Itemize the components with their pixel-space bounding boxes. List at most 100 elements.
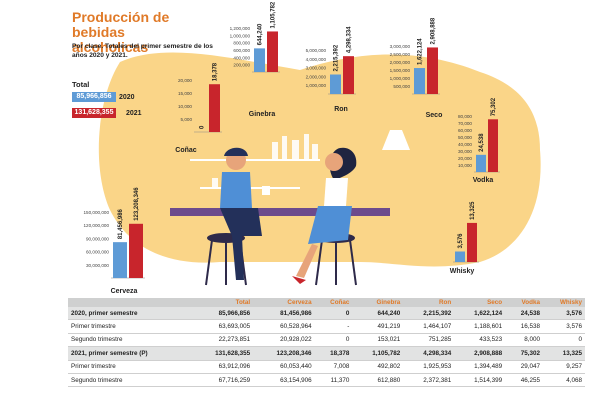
- table-cell: 22,273,851: [191, 333, 254, 348]
- background-dot: [454, 172, 482, 200]
- ron-value-label-2020: 2,215,392: [334, 44, 340, 71]
- vodka-ytick: 80,000: [458, 114, 472, 119]
- conac-value-label-2020: 0: [200, 125, 206, 129]
- table-cell: 644,240: [352, 307, 404, 321]
- table-cell: 0: [314, 307, 353, 321]
- conac-category-label: Coñac: [175, 147, 197, 154]
- table-cell: 29,047: [505, 360, 543, 374]
- seco-bar-2020: [414, 68, 425, 94]
- vodka-ytick: 30,000: [458, 149, 472, 154]
- cerveza-value-label-2020: 81,456,986: [118, 208, 124, 239]
- table-cell: 75,302: [505, 346, 543, 361]
- table-cell: 63,154,906: [253, 373, 315, 388]
- table-cell: 13,325: [542, 346, 585, 361]
- woman-figure: [292, 147, 357, 284]
- table-cell: 2,908,888: [454, 346, 506, 361]
- table-cell: 3,576: [542, 307, 585, 321]
- seco-category-label: Seco: [426, 112, 443, 119]
- seco-ytick: 1,000,000: [390, 76, 411, 81]
- table-cell: 60,053,440: [253, 360, 315, 374]
- table-cell: 0: [314, 333, 353, 348]
- table-cell: 16,538: [505, 319, 543, 334]
- table-cell: 1,105,782: [352, 346, 404, 361]
- row-label-cell: Segundo trimestre: [68, 373, 192, 388]
- ron-value-label-2021: 4,298,334: [347, 26, 353, 53]
- table-cell: 1,925,953: [403, 360, 455, 374]
- whisky-category-label: Whisky: [450, 268, 475, 275]
- seco-value-label-2021: 2,908,888: [431, 17, 437, 44]
- vodka-category-label: Vodka: [473, 177, 494, 184]
- ron-ytick: 1,000,000: [306, 83, 327, 88]
- ginebra-value-label-2020: 644,240: [258, 23, 264, 45]
- ron-ytick: 5,000,000: [306, 48, 327, 53]
- table-header-cell: Total: [191, 298, 254, 307]
- cerveza-category-label: Cerveza: [111, 288, 138, 295]
- seco-ytick: 500,000: [393, 84, 410, 89]
- cerveza-value-label-2021: 123,208,346: [134, 187, 140, 221]
- table-cell: 1,514,399: [454, 373, 506, 388]
- conac-bar-2021: [209, 84, 220, 132]
- vodka-ytick: 40,000: [458, 142, 472, 147]
- ginebra-bar-2020: [254, 48, 265, 72]
- seco-ytick: 3,000,000: [390, 44, 411, 49]
- table-cell: 1,622,124: [454, 307, 506, 321]
- bar-counter: [170, 208, 390, 216]
- table-cell: 7,008: [314, 360, 353, 374]
- ginebra-ytick: 200,000: [233, 63, 250, 68]
- ginebra-ytick: 1,000,000: [230, 33, 251, 38]
- ginebra-ytick: 600,000: [233, 48, 250, 53]
- vodka-bar-2020: [476, 154, 486, 172]
- table-cell: 4,068: [542, 373, 585, 388]
- table-cell: 751,285: [403, 333, 455, 348]
- table-header-cell: [68, 298, 192, 307]
- infographic-title: Producción de bebidas alcoholicas: [72, 9, 170, 55]
- man-figure: [220, 147, 270, 280]
- table-cell: 492,802: [352, 360, 404, 374]
- table-body: 2020, primer semestre 85,966,856 81,456,98…: [68, 307, 585, 388]
- table-header-cell: Seco: [454, 298, 506, 307]
- table-cell: 9,257: [542, 360, 585, 374]
- table-cell: 20,928,022: [253, 333, 315, 348]
- table-cell: 433,523: [454, 333, 506, 348]
- vodka-ytick: 50,000: [458, 135, 472, 140]
- table-cell: 3,576: [542, 319, 585, 334]
- table-cell: 4,298,334: [403, 346, 455, 361]
- table-cell: 123,208,346: [253, 346, 315, 361]
- table-cell: 63,693,005: [191, 319, 254, 334]
- total-2021-badge: 131,628,355: [72, 108, 116, 118]
- vodka-value-label-2021: 75,302: [491, 97, 497, 116]
- table-header-row: Total Cerveza Coñac Ginebra Ron Seco Vodka Whis…: [68, 298, 585, 307]
- ron-bar-2020: [330, 74, 341, 94]
- row-label-cell: Primer trimestre: [68, 360, 192, 374]
- table-cell: 85,966,856: [191, 307, 254, 321]
- year-2020-label: 2020: [119, 94, 135, 101]
- seco-value-label-2020: 1,622,124: [418, 38, 424, 65]
- cerveza-ytick: 150,000,000: [83, 210, 109, 215]
- conac-ytick: 20,000: [178, 78, 192, 83]
- table-cell: 153,021: [352, 333, 404, 348]
- vodka-value-label-2020: 24,538: [479, 133, 485, 152]
- whisky-value-label-2020: 3,576: [458, 233, 464, 249]
- conac-ytick: 5,000: [181, 117, 193, 122]
- data-table: Total Cerveza Coñac Ginebra Ron Seco Vodka Whis…: [68, 298, 585, 388]
- table-row: Primer trimestre 63,912,096 60,053,440 7,00…: [68, 360, 585, 374]
- cerveza-ytick: 90,000,000: [86, 236, 109, 241]
- table-row: 2021, primer semestre (P) 131,628,355 123,…: [68, 346, 585, 361]
- ron-category-label: Ron: [334, 106, 348, 113]
- conac-ytick: 10,000: [178, 104, 192, 109]
- table-cell: 8,000: [505, 333, 543, 348]
- cerveza-ytick: 30,000,000: [86, 263, 109, 268]
- ginebra-value-label-2021: 1,105,782: [271, 1, 277, 28]
- cerveza-ytick: 60,000,000: [86, 250, 109, 255]
- vodka-ytick: 10,000: [458, 163, 472, 168]
- ron-ytick: 3,000,000: [306, 66, 327, 71]
- table-cell: 24,538: [505, 307, 543, 321]
- whisky-value-label-2021: 13,325: [470, 201, 476, 220]
- table-cell: 1,394,489: [454, 360, 506, 374]
- table-cell: 1,464,107: [403, 319, 455, 334]
- table-cell: 63,912,096: [191, 360, 254, 374]
- table-header-cell: Vodka: [505, 298, 543, 307]
- table-header-cell: Ron: [403, 298, 455, 307]
- vodka-ytick: 70,000: [458, 121, 472, 126]
